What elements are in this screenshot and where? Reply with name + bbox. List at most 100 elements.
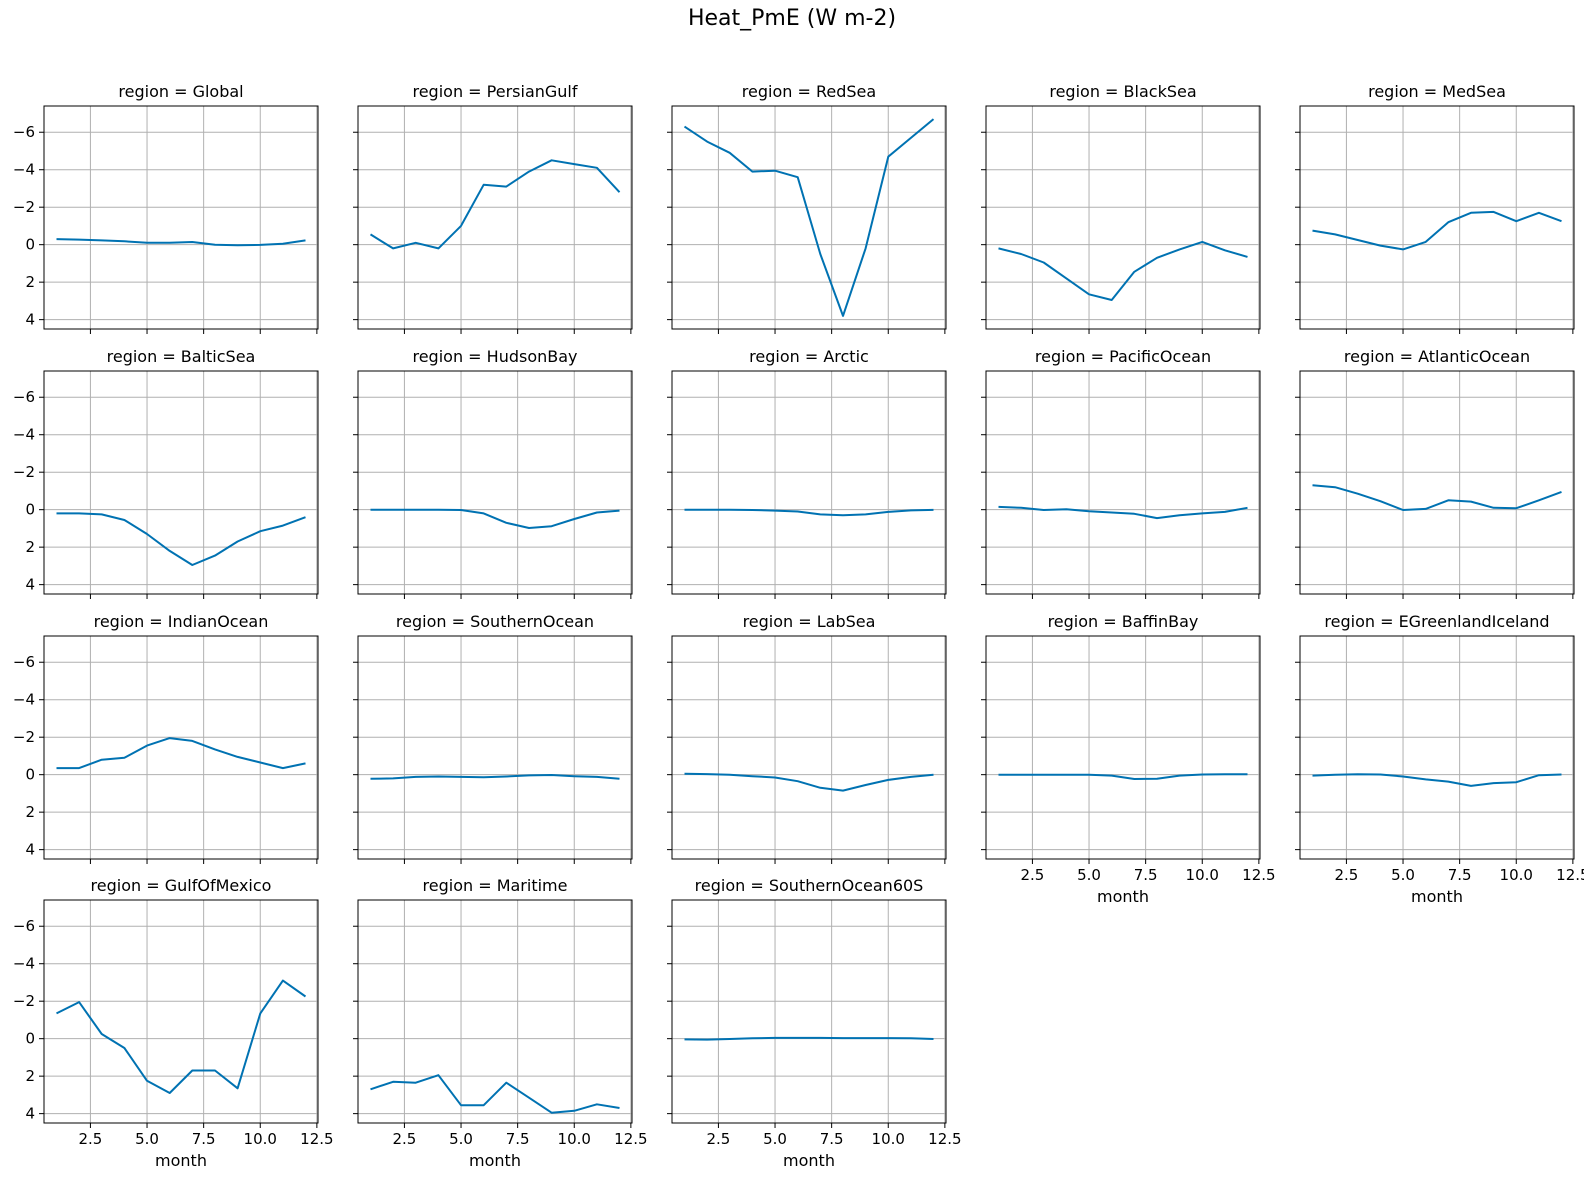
subplot-LabSea: region = LabSea [667,612,947,864]
subplot-BalticSea: region = BalticSea −6 −4 −2 0 2 4 [13,347,319,599]
x-tick-label: 7.5 [1134,866,1158,884]
y-tick-label: 4 [25,1105,35,1123]
series-line [56,512,306,566]
series-line [56,737,306,770]
y-tick-label: 0 [25,1030,35,1048]
y-tick-label: 0 [25,766,35,784]
series-line [1312,773,1562,787]
plot-frame [357,370,633,595]
y-tick-label: −6 [13,653,35,671]
y-tick-label: 4 [25,576,35,594]
plot-frame [43,105,319,330]
series-line [1312,484,1562,511]
subplot-title: region = MedSea [1368,82,1506,101]
series-line [998,505,1248,520]
x-tick-label: 7.5 [820,1130,844,1148]
x-tick-label: 2.5 [1334,866,1358,884]
series-line [684,772,934,792]
x-tick-label: 12.5 [1242,866,1275,884]
subplot-SouthernOcean60S: region = SouthernOcean60S 2.5 5.0 7.5 10.0 12… [667,876,962,1170]
series-line [684,1036,934,1041]
y-tick-label: −4 [13,955,35,973]
subplot-RedSea: region = RedSea [667,82,947,334]
subplot-title: region = BlackSea [1049,82,1196,101]
x-tick-label: 7.5 [506,1130,530,1148]
y-tick-label: −6 [13,917,35,935]
subplot-title: region = RedSea [742,82,876,101]
series-line [998,773,1248,780]
subplot-Arctic: region = Arctic [667,347,947,599]
x-tick-label: 12.5 [300,1130,333,1148]
subplot-BaffinBay: region = BaffinBay 2.5 5.0 7.5 10.0 12.5 month [981,612,1276,906]
y-tick-label: 2 [25,273,35,291]
plot-frame [671,899,947,1124]
series-line [998,240,1248,301]
x-tick-label: 12.5 [928,1130,961,1148]
x-tick-label: 10.0 [244,1130,277,1148]
x-tick-label: 5.0 [1077,866,1101,884]
y-tick-label: 0 [25,501,35,519]
plot-frame [1299,370,1575,595]
y-tick-label: −4 [13,161,35,179]
x-tick-label: 5.0 [1391,866,1415,884]
series-line [684,508,934,517]
y-tick-label: −6 [13,123,35,141]
subplot-title: region = PersianGulf [412,82,577,101]
series-line [1312,210,1562,251]
y-tick-label: −2 [13,198,35,216]
plot-frame [985,370,1261,595]
subplot-title: region = AtlanticOcean [1344,347,1530,366]
plot-frame [357,635,633,860]
subplot-HudsonBay: region = HudsonBay [353,347,633,599]
x-axis-label: month [469,1151,521,1170]
plot-frame [671,105,947,330]
x-axis-label: month [783,1151,835,1170]
y-tick-label: −4 [13,426,35,444]
subplot-AtlanticOcean: region = AtlanticOcean [1295,347,1575,599]
plot-frame [357,899,633,1124]
series-line [370,774,620,780]
y-tick-label: 4 [25,841,35,859]
x-tick-label: 5.0 [135,1130,159,1148]
series-line [56,979,307,1094]
series-line [370,508,620,529]
plot-frame [671,370,947,595]
subplot-BlackSea: region = BlackSea [981,82,1261,334]
x-tick-label: 5.0 [763,1130,787,1148]
subplot-PersianGulf: region = PersianGulf [353,82,633,334]
subplot-title: region = HudsonBay [412,347,577,366]
subplot-title: region = IndianOcean [94,612,269,631]
subplot-IndianOcean: region = IndianOcean −6 −4 −2 0 2 4 [13,612,319,864]
y-tick-label: 2 [25,1067,35,1085]
y-tick-label: −2 [13,463,35,481]
subplot-title: region = PacificOcean [1035,347,1211,366]
subplot-title: region = LabSea [743,612,876,631]
x-tick-label: 10.0 [1186,866,1219,884]
series-line [369,159,621,250]
subplot-GulfOfMexico: region = GulfOfMexico 2.5 5.0 7.5 10.0 12.5 mo… [13,876,334,1170]
subplot-title: region = EGreenlandIceland [1324,612,1549,631]
series-line [683,118,935,317]
y-tick-label: 4 [25,311,35,329]
series-line [56,238,306,247]
y-tick-label: −4 [13,691,35,709]
x-tick-label: 10.0 [558,1130,591,1148]
subplot-title: region = Global [118,82,243,101]
subplot-Maritime: region = Maritime 2.5 5.0 7.5 10.0 12.5 month [353,876,648,1170]
x-tick-label: 10.0 [1500,866,1533,884]
x-tick-label: 2.5 [78,1130,102,1148]
series-line [370,1074,620,1114]
subplot-EGreenlandIceland: region = EGreenlandIceland 2.5 5.0 7.5 10.0 1… [1295,612,1584,906]
subplot-Global: region = Global −6 −4 −2 0 2 4 [13,82,319,334]
x-tick-label: 12.5 [614,1130,647,1148]
plot-frame [1299,105,1575,330]
x-tick-label: 7.5 [1448,866,1472,884]
subplot-title: region = Arctic [749,347,869,366]
plot-frame [671,635,947,860]
y-tick-label: 2 [25,803,35,821]
x-tick-label: 2.5 [706,1130,730,1148]
subplot-title: region = BalticSea [107,347,256,366]
subplot-title: region = BaffinBay [1048,612,1199,631]
subplot-SouthernOcean: region = SouthernOcean [353,612,633,864]
y-tick-label: 0 [25,236,35,254]
